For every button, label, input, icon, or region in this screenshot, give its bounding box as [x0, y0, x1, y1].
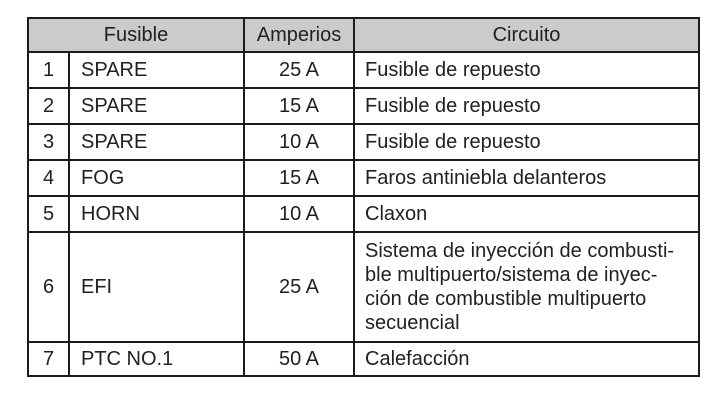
header-amperios: Amperios — [243, 17, 356, 53]
fuse-name-cell: SPARE — [67, 87, 246, 125]
circuit-cell: Fusible de repuesto — [353, 51, 701, 89]
table-row-7: 7 PTC NO.1 50 A Calefacción — [27, 341, 701, 377]
header-fusible: Fusible — [26, 17, 246, 53]
fuse-number-cell: 6 — [27, 231, 70, 343]
header-circuito: Circuito — [353, 17, 701, 53]
fuse-name-cell: PTC NO.1 — [67, 341, 246, 377]
amperage-cell: 25 A — [243, 231, 356, 343]
table-row-4: 4 FOG 15 A Faros antiniebla delanteros — [27, 159, 701, 197]
circuit-cell: Fusible de repuesto — [353, 123, 701, 161]
fuse-table: Fusible Amperios Circuito 1 SPARE 25 A F… — [26, 17, 701, 377]
amperage-cell: 50 A — [243, 341, 356, 377]
circuit-cell: Fusible de repuesto — [353, 87, 701, 125]
fuse-name-cell: HORN — [67, 195, 246, 233]
amperage-cell: 15 A — [243, 87, 356, 125]
amperage-cell: 25 A — [243, 51, 356, 89]
circuit-cell: Faros antiniebla delanteros — [353, 159, 701, 197]
fuse-number-cell: 4 — [27, 159, 70, 197]
amperage-cell: 15 A — [243, 159, 356, 197]
fuse-name-cell: FOG — [67, 159, 246, 197]
circuit-cell: Claxon — [353, 195, 701, 233]
table-row-6: 6 EFI 25 A Sistema de inyección de combu… — [27, 231, 701, 343]
table-row-5: 5 HORN 10 A Claxon — [27, 195, 701, 233]
fuse-number-cell: 2 — [27, 87, 70, 125]
table-row-3: 3 SPARE 10 A Fusible de repuesto — [27, 123, 701, 161]
fuse-name-cell: EFI — [67, 231, 246, 343]
header-row: Fusible Amperios Circuito — [26, 17, 701, 53]
table-row-1: 1 SPARE 25 A Fusible de repuesto — [27, 51, 701, 89]
circuit-cell: Calefacción — [353, 341, 701, 377]
fuse-number-cell: 5 — [27, 195, 70, 233]
fuse-number-cell: 7 — [27, 341, 70, 377]
fuse-number-cell: 3 — [27, 123, 70, 161]
circuit-cell: Sistema de inyección de combusti- ble mu… — [353, 231, 701, 343]
amperage-cell: 10 A — [243, 123, 356, 161]
amperage-cell: 10 A — [243, 195, 356, 233]
fuse-name-cell: SPARE — [67, 51, 246, 89]
table-row-2: 2 SPARE 15 A Fusible de repuesto — [27, 87, 701, 125]
fuse-number-cell: 1 — [27, 51, 70, 89]
fuse-name-cell: SPARE — [67, 123, 246, 161]
